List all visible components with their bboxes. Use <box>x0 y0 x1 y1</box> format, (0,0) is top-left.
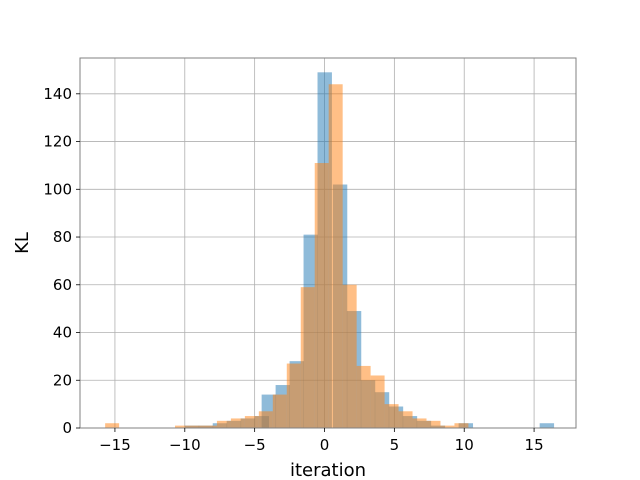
y-tick-label: 140 <box>43 85 72 103</box>
y-tick-label: 120 <box>43 133 72 151</box>
x-axis-ticks: −15 −10 −5 0 5 10 15 <box>99 428 544 454</box>
x-tick-label: 10 <box>455 436 474 454</box>
histogram-bar-series-2 <box>426 420 441 428</box>
histogram-bar-series-2 <box>272 394 287 428</box>
histogram-bar-series-2 <box>398 411 413 428</box>
x-axis-label: iteration <box>290 460 366 480</box>
y-axis-ticks: 0 20 40 60 80 100 120 140 <box>43 85 80 437</box>
histogram-bars <box>105 72 555 429</box>
histogram-bar-series-2 <box>258 411 273 428</box>
histogram-bar-series-2 <box>342 284 357 428</box>
y-tick-label: 60 <box>53 276 72 294</box>
histogram-bar-series-2 <box>356 365 371 428</box>
y-tick-label: 0 <box>62 419 72 437</box>
x-tick-label: −5 <box>244 436 266 454</box>
histogram-bar-series-2 <box>314 163 329 428</box>
x-tick-label: 15 <box>525 436 544 454</box>
x-tick-label: −15 <box>99 436 131 454</box>
histogram-bar-series-2 <box>286 363 301 428</box>
histogram-bar-series-2 <box>370 375 385 428</box>
histogram-bar-series-1 <box>539 423 555 428</box>
histogram-bar-series-2 <box>412 418 427 428</box>
histogram-bar-series-2 <box>175 425 189 428</box>
y-tick-label: 40 <box>53 324 72 342</box>
y-tick-label: 20 <box>53 371 72 389</box>
histogram-bar-series-2 <box>328 84 343 429</box>
histogram-bar-series-2 <box>202 425 217 428</box>
histogram-bar-series-2 <box>454 423 469 428</box>
histogram-bar-series-2 <box>300 287 315 428</box>
y-tick-label: 100 <box>43 180 72 198</box>
histogram-bar-series-2 <box>216 420 231 428</box>
histogram-bar-series-2 <box>244 416 259 428</box>
histogram-bar-series-2 <box>188 425 203 428</box>
histogram-bar-series-2 <box>105 423 120 428</box>
x-tick-label: 0 <box>320 436 330 454</box>
plot-frame <box>79 57 577 429</box>
x-tick-label: −10 <box>169 436 201 454</box>
y-tick-label: 80 <box>53 228 72 246</box>
histogram-bar-series-2 <box>230 418 245 428</box>
histogram-bar-series-2 <box>440 425 455 428</box>
x-tick-label: 5 <box>390 436 400 454</box>
histogram-bar-series-2 <box>384 404 399 428</box>
y-axis-label: KL <box>12 232 33 254</box>
